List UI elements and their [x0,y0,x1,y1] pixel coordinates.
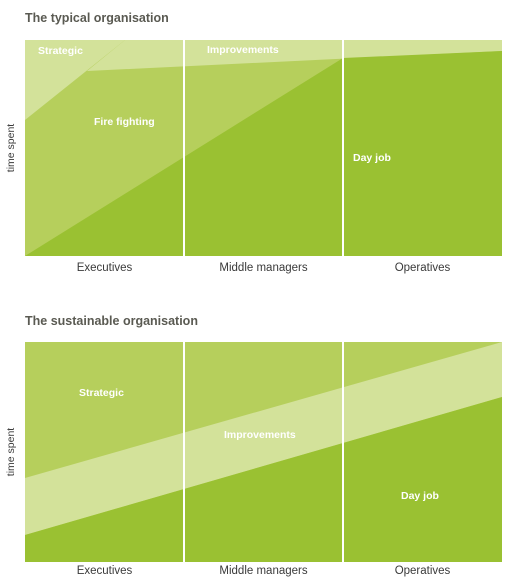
day-job-region [25,397,502,562]
improvements-region [25,342,502,535]
region-label-fire-fighting: Fire fighting [94,116,155,128]
column-label-middle-managers: Middle managers [219,565,308,577]
improvements-region [87,40,502,71]
diagram-title-sustainable: The sustainable organisation [25,314,198,328]
column-label-executives: Executives [76,262,133,274]
typical-organisation-diagram: time spent Strategic Improvements Fire f… [0,0,511,290]
day-job-region [25,51,502,256]
region-label-improvements: Improvements [207,44,279,56]
y-axis-label: time spent [5,427,18,477]
column-label-operatives: Operatives [394,565,451,577]
region-label-strategic: Strategic [79,387,124,399]
column-label-executives: Executives [76,565,133,577]
diagram-title-typical: The typical organisation [25,11,169,25]
column-label-operatives: Operatives [394,262,451,274]
typical-diagram-graphic [25,40,502,256]
region-label-day-job: Day job [401,490,439,502]
region-label-strategic: Strategic [38,45,83,57]
region-label-day-job: Day job [353,152,391,164]
strategic-region [25,40,125,120]
column-label-middle-managers: Middle managers [219,262,308,274]
region-label-improvements: Improvements [224,429,296,441]
